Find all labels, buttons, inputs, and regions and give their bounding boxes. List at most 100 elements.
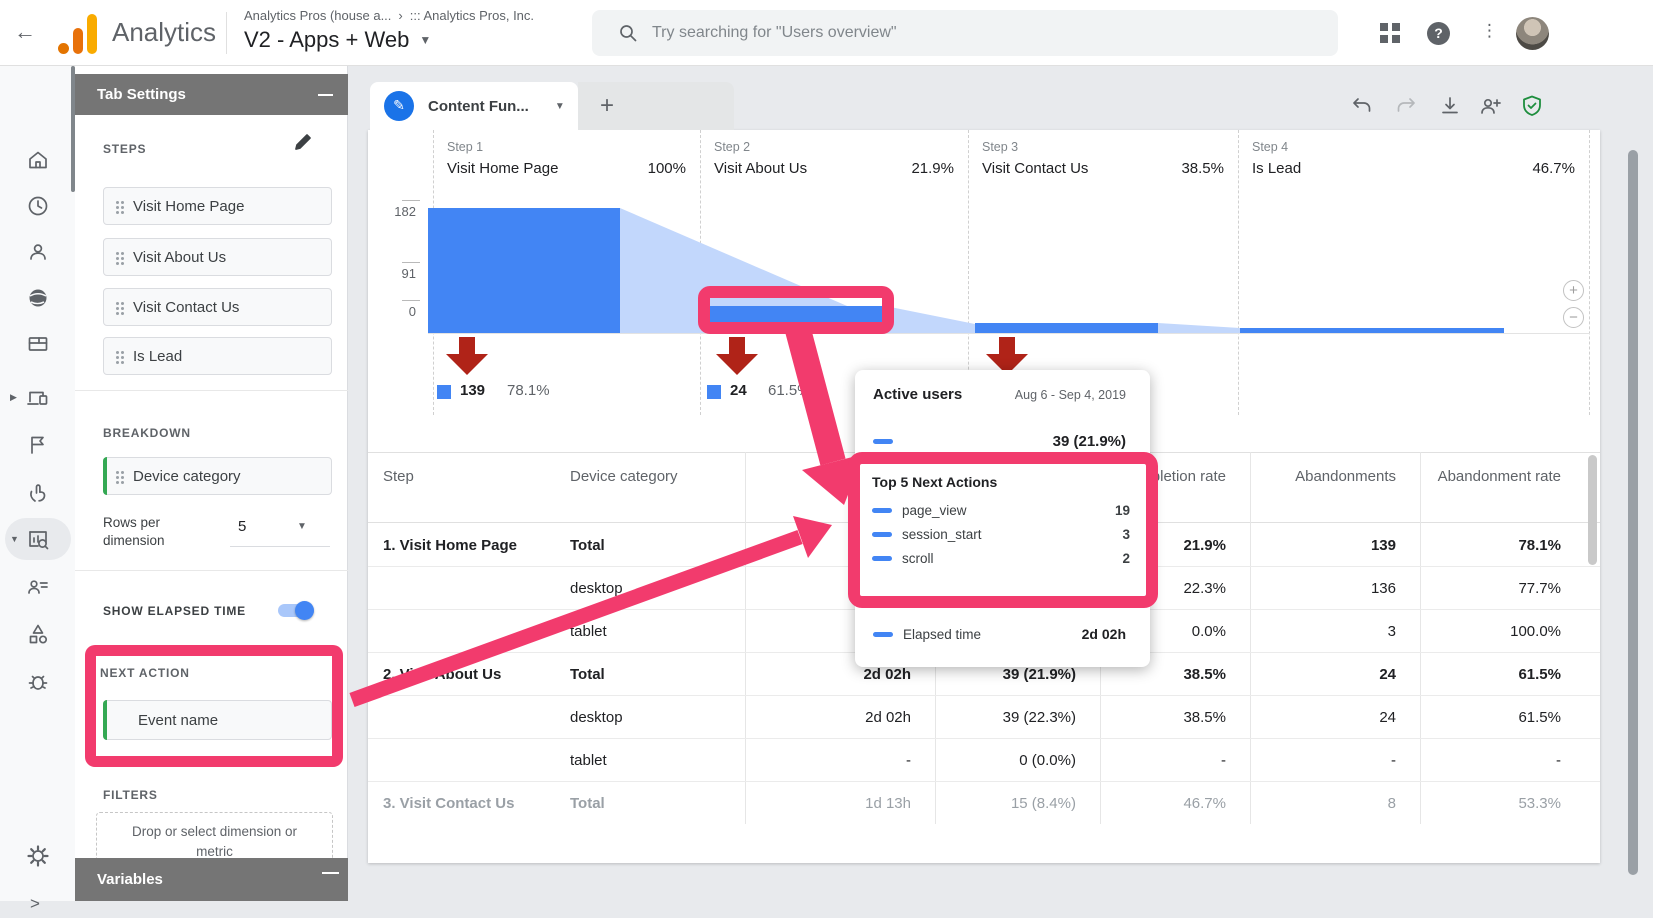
- legend-count: 139: [460, 382, 486, 399]
- top5-next-actions-box: Top 5 Next Actions page_view 19 session_s…: [848, 452, 1158, 608]
- next-action-chip[interactable]: Event name: [103, 700, 332, 740]
- cell-abandonments: 24: [1379, 665, 1396, 683]
- cell-abandonments: 3: [1387, 622, 1396, 640]
- divider: [75, 570, 348, 571]
- chevron-down-icon[interactable]: ▼: [297, 521, 307, 532]
- expand-down-icon[interactable]: ▼: [10, 534, 19, 544]
- sidebar-item-home[interactable]: [26, 148, 50, 172]
- share-users-button[interactable]: [1478, 94, 1502, 118]
- search-input[interactable]: [652, 24, 1252, 42]
- rows-per-dimension-label: Rows per dimension: [103, 515, 165, 549]
- sidebar-item-web[interactable]: [26, 286, 50, 310]
- sidebar-item-explore[interactable]: [26, 527, 50, 551]
- funnel-chart[interactable]: [368, 185, 1600, 335]
- drag-handle-icon[interactable]: [116, 350, 119, 354]
- analytics-logo-icon[interactable]: [56, 12, 102, 54]
- series-dash-icon: [873, 631, 893, 637]
- column-header[interactable]: Abandonment rate: [1437, 468, 1561, 485]
- sidebar-item-monetization[interactable]: [26, 481, 50, 505]
- sidebar-item-devices[interactable]: [26, 385, 50, 409]
- filters-dropzone[interactable]: Drop or select dimension or metric: [96, 812, 333, 868]
- panel-header: Tab Settings: [75, 74, 348, 115]
- cell-abandonment-rate: 53.3%: [1518, 795, 1561, 812]
- help-icon[interactable]: ?: [1427, 22, 1450, 45]
- drag-handle-icon[interactable]: [116, 251, 119, 255]
- breakdown-chip[interactable]: Device category: [103, 457, 332, 495]
- table-scrollbar[interactable]: [1588, 455, 1597, 565]
- more-menu-icon[interactable]: ⋮: [1481, 21, 1498, 40]
- apps-grid-icon[interactable]: [1380, 23, 1400, 43]
- expand-right-icon[interactable]: ▶: [10, 392, 17, 402]
- undo-button[interactable]: [1350, 94, 1374, 118]
- back-icon[interactable]: ←: [14, 19, 36, 44]
- table-column-divider: [1420, 452, 1421, 824]
- sidebar-item-billboard[interactable]: [26, 332, 50, 356]
- property-selector[interactable]: V2 - Apps + Web ▼: [244, 27, 431, 53]
- brand-title: Analytics: [112, 17, 217, 47]
- devices-icon: [27, 391, 48, 405]
- elapsed-value: 2d 02h: [1081, 626, 1126, 642]
- cell-abandonments: 8: [1387, 795, 1396, 812]
- collapse-rail-icon[interactable]: >: [30, 894, 40, 913]
- top5-title: Top 5 Next Actions: [872, 474, 998, 490]
- window-scrollbar[interactable]: [1628, 150, 1638, 875]
- step-chip[interactable]: Visit About Us: [103, 238, 332, 276]
- undo-icon: [1353, 98, 1371, 112]
- avatar[interactable]: [1516, 17, 1549, 50]
- filters-placeholder: Drop or select dimension or metric: [131, 824, 298, 859]
- sidebar-item-admin[interactable]: [26, 844, 50, 868]
- show-elapsed-toggle[interactable]: [278, 601, 318, 620]
- breadcrumb-org[interactable]: ::: Analytics Pros, Inc.: [409, 8, 535, 23]
- collapse-panel-button[interactable]: [318, 94, 333, 96]
- y-tick-label: 0: [408, 304, 416, 319]
- tab-content-funnel[interactable]: ✎ Content Fun... ▼: [370, 82, 578, 130]
- sidebar-item-realtime[interactable]: [26, 194, 50, 218]
- collapse-variables-button[interactable]: [322, 872, 339, 874]
- cell-completion: 21.9%: [1183, 536, 1226, 554]
- breadcrumb-account[interactable]: Analytics Pros (house a...: [244, 8, 392, 23]
- drag-handle-icon[interactable]: [116, 200, 119, 204]
- data-quality-button[interactable]: [1520, 94, 1544, 118]
- zoom-in-button[interactable]: +: [1563, 280, 1584, 301]
- funnel-bar-step4[interactable]: [1240, 328, 1504, 333]
- person-add-icon: [1481, 98, 1501, 114]
- column-header[interactable]: Device category: [570, 468, 678, 485]
- chart-baseline: [428, 333, 1590, 334]
- zoom-out-button[interactable]: −: [1563, 307, 1584, 328]
- download-button[interactable]: [1438, 94, 1462, 118]
- funnel-decay-1: [620, 208, 905, 333]
- cell-device: tablet: [570, 751, 607, 769]
- sidebar-item-flag[interactable]: [26, 433, 50, 457]
- edit-steps-icon[interactable]: [293, 132, 313, 152]
- action-value: 19: [1114, 502, 1130, 518]
- step-chip-label: Visit About Us: [133, 248, 227, 266]
- divider: [226, 12, 227, 54]
- variables-bar[interactable]: Variables: [75, 858, 348, 901]
- y-tick-label: 182: [394, 204, 416, 219]
- step-rate: 100%: [647, 160, 686, 177]
- sidebar-item-user[interactable]: [26, 240, 50, 264]
- column-header[interactable]: Step: [383, 468, 414, 485]
- sidebar-item-configure[interactable]: [26, 622, 50, 646]
- redo-button[interactable]: [1394, 94, 1418, 118]
- funnel-bar-step3[interactable]: [975, 323, 1158, 333]
- funnel-bar-step1[interactable]: [428, 208, 620, 333]
- drag-handle-icon[interactable]: [116, 470, 119, 474]
- rows-per-dimension-value[interactable]: 5: [238, 518, 247, 535]
- sidebar-item-debug[interactable]: [26, 670, 50, 694]
- table-column-divider: [1250, 452, 1251, 824]
- column-header[interactable]: Abandonments: [1295, 468, 1396, 485]
- chevron-down-icon[interactable]: ▼: [554, 100, 565, 112]
- drag-handle-icon[interactable]: [116, 301, 119, 305]
- add-tab-button[interactable]: +: [600, 92, 615, 119]
- sidebar-item-audiences[interactable]: [26, 575, 50, 599]
- table-row: 3. Visit Contact Us Total 1d 13h 15 (8.4%) 4…: [368, 782, 1600, 825]
- search-bar[interactable]: [592, 10, 1338, 56]
- step-chip[interactable]: Visit Contact Us: [103, 288, 332, 326]
- rail-scrollbar[interactable]: [71, 66, 75, 192]
- step-chip[interactable]: Visit Home Page: [103, 187, 332, 225]
- tooltip-date-range: Aug 6 - Sep 4, 2019: [1014, 388, 1126, 402]
- step-chip[interactable]: Is Lead: [103, 337, 332, 375]
- chevron-down-icon: ▼: [419, 33, 432, 47]
- step-number: Step 3: [982, 140, 1019, 154]
